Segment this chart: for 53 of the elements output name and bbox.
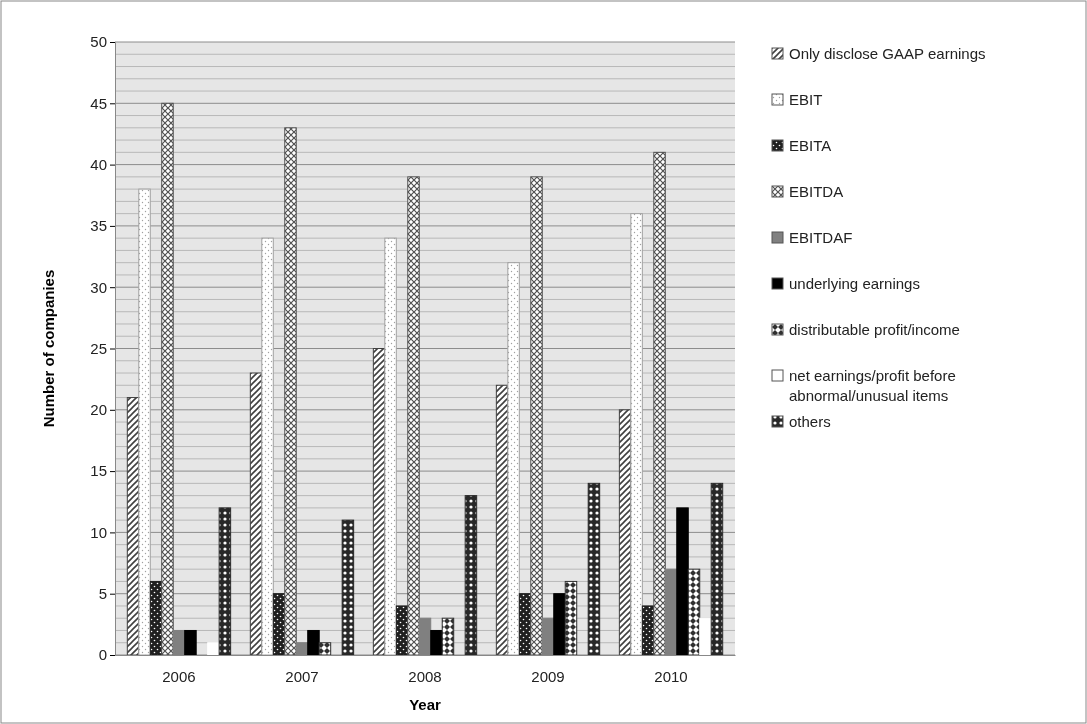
bar <box>407 176 420 656</box>
bar <box>430 629 443 656</box>
x-tick-label: 2006 <box>162 668 196 685</box>
x-tick-label: 2009 <box>531 668 565 685</box>
legend-label: EBIT <box>789 91 823 108</box>
bar <box>687 568 701 656</box>
bar <box>464 495 478 656</box>
y-tick-label: 35 <box>90 217 107 235</box>
y-tick-label: 30 <box>90 278 107 296</box>
bar <box>564 580 578 656</box>
x-tick-label: 2007 <box>285 668 319 685</box>
bar <box>699 617 712 656</box>
bar <box>138 188 151 656</box>
legend-label: EBITA <box>789 137 832 154</box>
legend-label: Only disclose GAAP earnings <box>789 45 986 62</box>
bar <box>676 507 689 656</box>
bar <box>384 237 397 656</box>
legend-label: EBITDAF <box>789 229 853 246</box>
legend-label: others <box>789 413 831 430</box>
y-tick-label: 0 <box>98 646 107 664</box>
x-tick-label: 2010 <box>654 668 688 685</box>
bar <box>261 237 274 656</box>
y-tick-label: 15 <box>90 462 107 480</box>
legend-label: underlying earnings <box>789 275 920 292</box>
y-tick-label: 10 <box>90 523 107 541</box>
y-tick-label: 5 <box>98 585 107 602</box>
y-axis-title: Number of companies <box>40 269 57 428</box>
legend-label: EBITDA <box>789 183 844 200</box>
y-tick-label: 40 <box>90 155 107 173</box>
bar <box>307 629 320 656</box>
bar <box>553 593 566 656</box>
bar <box>207 642 220 656</box>
y-tick-label: 50 <box>90 33 107 51</box>
bar <box>507 262 520 656</box>
bar <box>318 642 332 656</box>
bar <box>184 629 197 656</box>
x-tick-label: 2008 <box>408 668 442 685</box>
bar <box>653 151 666 656</box>
y-tick-label: 25 <box>90 339 107 357</box>
bar <box>630 213 643 656</box>
bar <box>441 617 455 656</box>
bar <box>284 127 297 656</box>
y-tick-label: 20 <box>90 401 107 419</box>
bar <box>587 482 601 656</box>
bar <box>530 176 543 656</box>
bar <box>341 519 355 656</box>
y-tick-label: 45 <box>90 94 107 112</box>
bar <box>710 482 724 656</box>
legend-label: distributable profit/income <box>789 321 960 338</box>
bar <box>161 102 174 656</box>
legend-label: net earnings/profit before abnormal/unusual items <box>789 367 956 404</box>
x-axis-title: Year <box>409 696 442 713</box>
bar <box>218 507 232 656</box>
